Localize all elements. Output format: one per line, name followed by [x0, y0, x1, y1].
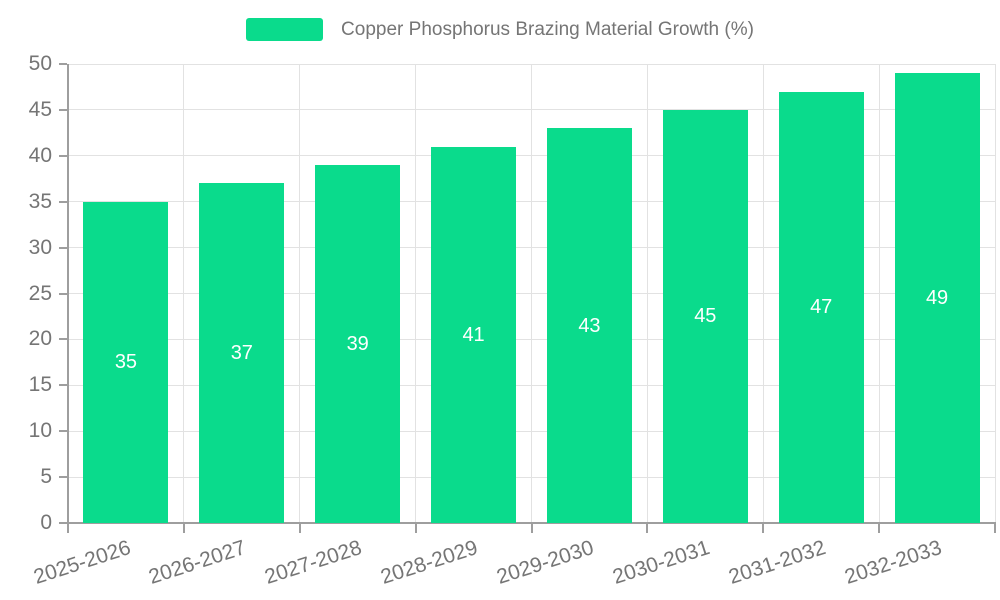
y-axis-tick	[59, 384, 67, 387]
v-gridline	[299, 64, 301, 523]
bar-value-label: 49	[925, 287, 949, 310]
bar-value-label: 41	[462, 323, 485, 346]
x-axis-tick	[298, 524, 301, 533]
y-tick-label: 0	[40, 511, 52, 534]
bar-value-label: 37	[230, 342, 253, 365]
v-gridline	[762, 64, 764, 523]
bar	[662, 109, 748, 523]
x-axis-tick	[762, 524, 765, 533]
x-category-label: 2032-2033	[841, 536, 945, 589]
y-axis-tick	[59, 292, 67, 295]
y-tick-label: 50	[28, 52, 52, 75]
y-axis-tick	[59, 246, 67, 249]
v-gridline	[531, 64, 532, 523]
v-gridline	[183, 64, 185, 523]
y-axis-tick	[59, 476, 67, 479]
y-tick-label: 45	[28, 97, 52, 121]
v-gridline	[646, 64, 648, 523]
x-category-label: 2027-2028	[262, 536, 365, 589]
bar	[431, 146, 517, 523]
x-category-label: 2026-2027	[146, 536, 249, 589]
x-axis-tick	[878, 524, 881, 533]
bar	[778, 91, 864, 523]
x-axis-tick	[67, 524, 69, 533]
y-tick-label: 15	[28, 373, 52, 397]
legend[interactable]: Copper Phosphorus Brazing Material Growt…	[0, 18, 1000, 41]
x-category-label: 2028-2029	[378, 536, 481, 589]
y-tick-label: 25	[28, 281, 52, 305]
bar-value-label: 39	[346, 332, 369, 355]
x-category-label: 2029-2030	[493, 536, 597, 589]
legend-label: Copper Phosphorus Brazing Material Growt…	[341, 18, 754, 40]
y-axis-tick	[59, 154, 67, 157]
bar	[83, 201, 169, 523]
x-axis-tick	[182, 524, 185, 533]
x-axis-tick	[994, 524, 996, 533]
y-axis-tick	[59, 63, 67, 65]
x-axis-tick	[646, 524, 649, 533]
y-tick-label: 10	[28, 419, 52, 443]
y-axis-tick	[59, 200, 67, 203]
v-gridline	[415, 64, 417, 523]
y-tick-label: 35	[28, 189, 52, 213]
bar	[315, 164, 401, 523]
y-axis-tick	[59, 430, 67, 433]
y-tick-label: 30	[28, 235, 52, 259]
y-axis-tick	[59, 522, 67, 524]
v-gridline	[878, 64, 880, 523]
x-category-label: 2031-2032	[725, 536, 829, 589]
x-category-label: 2025-2026	[30, 536, 134, 589]
legend-swatch	[246, 18, 324, 41]
bar	[894, 73, 980, 523]
y-axis-tick	[59, 108, 67, 111]
bar	[546, 128, 632, 523]
bar-value-label: 45	[694, 305, 717, 328]
x-axis-tick	[530, 524, 533, 533]
y-axis-line	[67, 64, 69, 523]
x-axis-tick	[414, 524, 417, 533]
bar-value-label: 35	[114, 351, 138, 374]
y-tick-label: 5	[40, 465, 52, 489]
bar-value-label: 43	[578, 314, 601, 337]
y-axis-tick	[59, 338, 67, 341]
bar	[199, 183, 285, 523]
y-tick-label: 20	[28, 327, 52, 351]
y-tick-label: 40	[28, 143, 52, 167]
x-category-label: 2030-2031	[609, 536, 713, 589]
v-gridline	[994, 64, 996, 523]
bar-value-label: 47	[810, 296, 833, 319]
x-axis-line	[67, 522, 996, 524]
